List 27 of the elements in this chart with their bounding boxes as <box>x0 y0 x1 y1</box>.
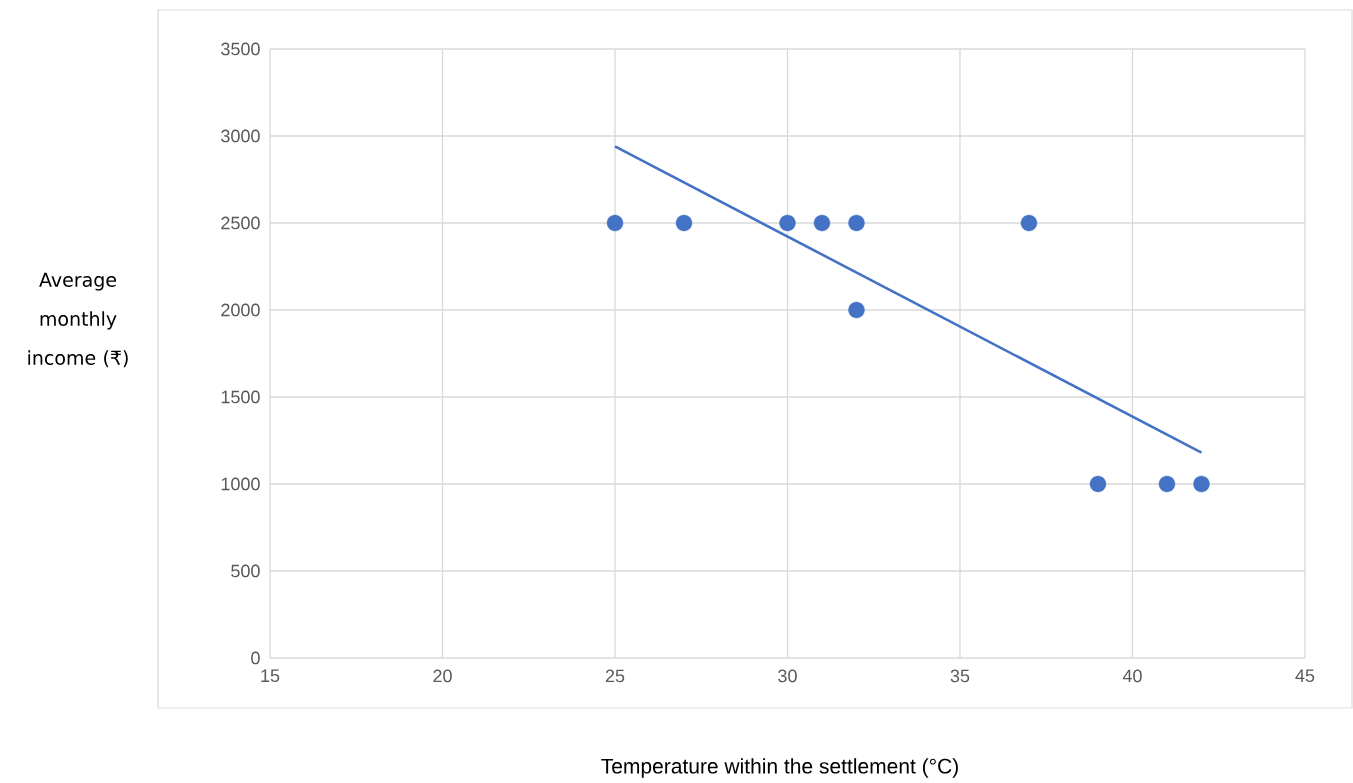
point <box>1020 214 1038 232</box>
y-tick-label: 500 <box>231 564 260 578</box>
x-tick-label: 35 <box>950 669 970 683</box>
point <box>779 214 796 232</box>
point <box>606 214 624 232</box>
x-tick-label: 20 <box>433 669 452 683</box>
point <box>848 214 865 232</box>
x-tick-label: 25 <box>605 669 625 683</box>
x-axis-title: Temperature within the settlement (°C) <box>601 758 958 778</box>
point <box>848 301 865 319</box>
point <box>1193 475 1210 493</box>
point <box>675 214 693 232</box>
x-tick-label: 40 <box>1122 669 1142 683</box>
y-tick-label: 1500 <box>221 390 260 404</box>
y-tick-label: 3500 <box>221 42 260 56</box>
y-tick-label: 0 <box>251 651 260 665</box>
y-tick-label: 2500 <box>221 216 260 230</box>
y-tick-label: 1000 <box>221 477 260 491</box>
y-tick-label: 3000 <box>221 129 260 143</box>
x-tick-label: 45 <box>1295 669 1315 683</box>
y-axis-title: Average monthly income (₹) <box>28 272 128 368</box>
x-tick-label: 30 <box>778 669 797 683</box>
point <box>1158 475 1176 493</box>
point <box>1089 475 1107 493</box>
x-tick-label: 15 <box>261 669 280 683</box>
point <box>813 214 831 232</box>
y-tick-label: 2000 <box>221 303 260 317</box>
